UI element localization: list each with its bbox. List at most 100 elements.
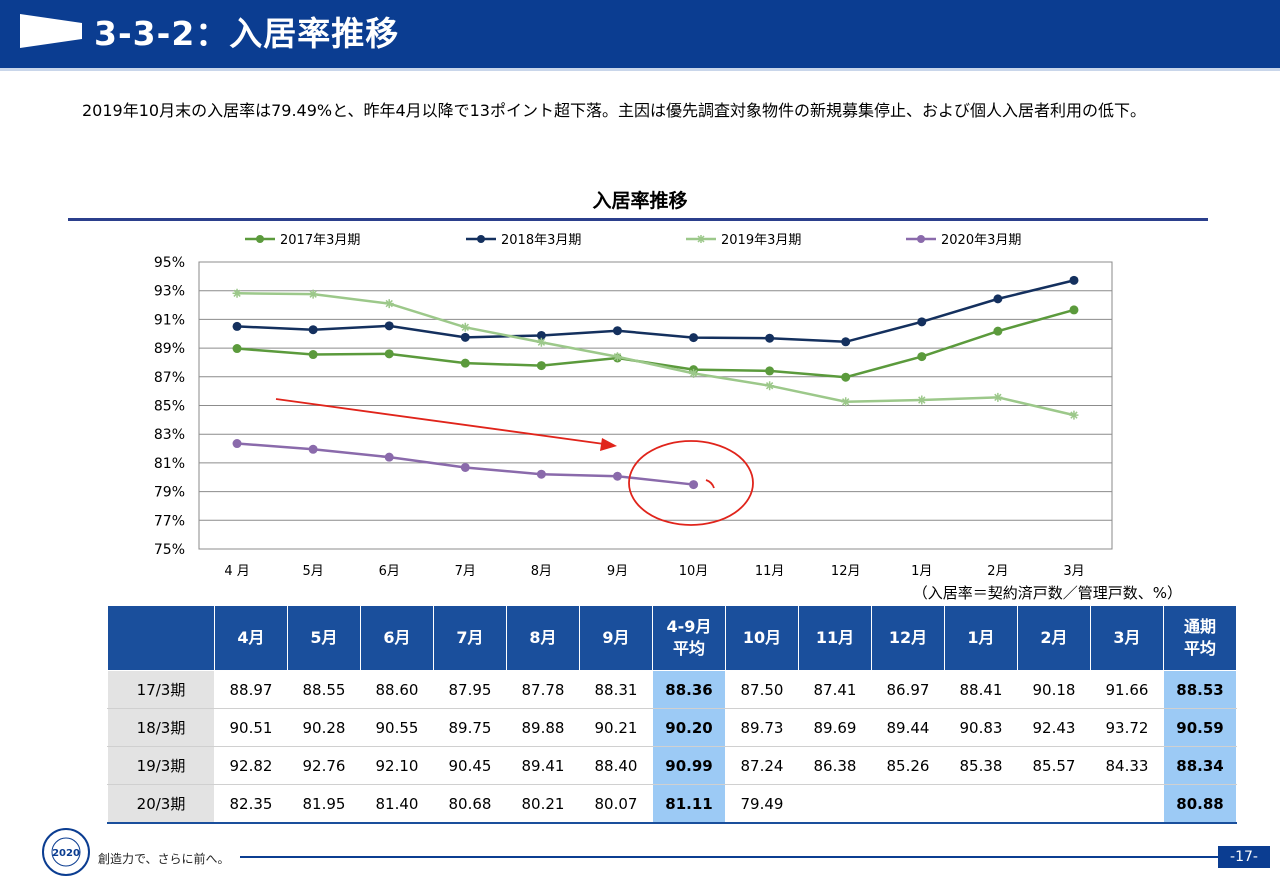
row-label: 19/3期 xyxy=(107,746,215,785)
average-cell: 90.59 xyxy=(1163,708,1237,747)
value-cell: 84.33 xyxy=(1090,746,1164,785)
value-cell xyxy=(798,784,872,824)
value-cell: 87.41 xyxy=(798,670,872,709)
series-point xyxy=(232,321,242,331)
footer-slogan: 創造力で、さらに前へ。 xyxy=(98,852,230,866)
series-point xyxy=(612,352,622,362)
y-tick-label: 93% xyxy=(154,284,185,300)
x-tick-label: 10月 xyxy=(679,564,709,579)
series-point xyxy=(460,322,470,332)
y-tick-label: 83% xyxy=(154,427,185,443)
value-cell: 89.73 xyxy=(725,708,799,747)
legend-marker xyxy=(477,235,485,243)
chart-note: （入居率＝契約済戸数／管理戸数、%） xyxy=(912,584,1182,602)
table-header-cell: 通期 平均 xyxy=(1163,605,1237,671)
table-header-corner xyxy=(107,605,215,671)
y-tick-label: 77% xyxy=(154,513,185,529)
x-tick-label: 8月 xyxy=(531,564,552,579)
table-header-cell: 11月 xyxy=(798,605,872,671)
trend-arrow-head xyxy=(600,438,617,451)
value-cell: 85.26 xyxy=(871,746,945,785)
average-cell: 81.11 xyxy=(652,784,726,824)
value-cell: 80.07 xyxy=(579,784,653,824)
value-cell: 81.95 xyxy=(287,784,361,824)
series-point xyxy=(917,395,927,405)
value-cell: 88.55 xyxy=(287,670,361,709)
legend-label: 2018年3月期 xyxy=(501,233,581,248)
series-line xyxy=(237,292,1075,417)
series-point xyxy=(612,471,622,481)
value-cell xyxy=(871,784,945,824)
highlight-tick xyxy=(705,479,715,489)
x-tick-label: 5月 xyxy=(302,564,323,579)
average-cell: 90.99 xyxy=(652,746,726,785)
series-point xyxy=(993,294,1003,304)
y-tick-label: 79% xyxy=(154,485,185,501)
value-cell: 88.31 xyxy=(579,670,653,709)
y-tick-label: 95% xyxy=(154,255,185,271)
table-row: 19/3期 92.82 92.76 92.10 90.45 89.41 88.40 90.99… xyxy=(107,746,1237,785)
chart-title: 入居率推移 xyxy=(592,190,688,212)
value-cell: 92.82 xyxy=(214,746,288,785)
x-tick-label: 3月 xyxy=(1063,564,1084,579)
y-tick-label: 87% xyxy=(154,370,185,386)
series-point xyxy=(917,317,927,327)
series-point xyxy=(460,332,470,342)
value-cell: 92.10 xyxy=(360,746,434,785)
value-cell: 89.69 xyxy=(798,708,872,747)
value-cell: 90.21 xyxy=(579,708,653,747)
y-tick-label: 75% xyxy=(154,542,185,558)
value-cell xyxy=(944,784,1018,824)
value-cell: 88.41 xyxy=(944,670,1018,709)
svg-text:2020: 2020 xyxy=(52,848,80,859)
value-cell: 87.50 xyxy=(725,670,799,709)
legend-label: 2019年3月期 xyxy=(721,233,801,248)
series-point xyxy=(384,452,394,462)
value-cell: 86.38 xyxy=(798,746,872,785)
value-cell: 89.44 xyxy=(871,708,945,747)
value-cell: 90.83 xyxy=(944,708,1018,747)
series-point xyxy=(384,321,394,331)
value-cell: 79.49 xyxy=(725,784,799,824)
table-header-cell: 1月 xyxy=(944,605,1018,671)
row-label: 18/3期 xyxy=(107,708,215,747)
x-tick-label: 9月 xyxy=(607,564,628,579)
chart-title-rule xyxy=(68,218,1208,221)
table-header-cell: 6月 xyxy=(360,605,434,671)
value-cell: 93.72 xyxy=(1090,708,1164,747)
series-point xyxy=(232,288,242,298)
value-cell: 92.43 xyxy=(1017,708,1091,747)
series-point xyxy=(765,333,775,343)
x-tick-label: 1月 xyxy=(911,564,932,579)
series-point xyxy=(308,350,318,360)
value-cell: 92.76 xyxy=(287,746,361,785)
value-cell: 80.68 xyxy=(433,784,507,824)
table-header-cell: 8月 xyxy=(506,605,580,671)
table-header-cell: 3月 xyxy=(1090,605,1164,671)
series-point xyxy=(232,439,242,449)
series-point xyxy=(460,358,470,368)
table-header-cell: 10月 xyxy=(725,605,799,671)
table-header-cell: 4-9月 平均 xyxy=(652,605,726,671)
highlight-circle xyxy=(628,440,754,526)
average-cell: 88.53 xyxy=(1163,670,1237,709)
average-cell: 80.88 xyxy=(1163,784,1237,824)
average-cell: 88.36 xyxy=(652,670,726,709)
legend-label: 2017年3月期 xyxy=(280,233,360,248)
series-point xyxy=(841,337,851,347)
series-point xyxy=(993,392,1003,402)
table-header-cell: 12月 xyxy=(871,605,945,671)
page-number: -17- xyxy=(1218,846,1270,868)
series-point xyxy=(384,299,394,309)
y-tick-label: 89% xyxy=(154,341,185,357)
value-cell: 87.78 xyxy=(506,670,580,709)
x-tick-label: 4 月 xyxy=(224,564,249,579)
value-cell: 82.35 xyxy=(214,784,288,824)
y-tick-label: 81% xyxy=(154,456,185,472)
y-tick-label: 91% xyxy=(154,312,185,328)
header-bar xyxy=(0,0,1280,68)
summary-text: 2019年10月末の入居率は79.49%と、昨年4月以降で13ポイント超下落。主… xyxy=(82,101,1146,120)
series-point xyxy=(1069,410,1079,420)
series-point xyxy=(1069,305,1079,315)
series-point xyxy=(765,381,775,391)
